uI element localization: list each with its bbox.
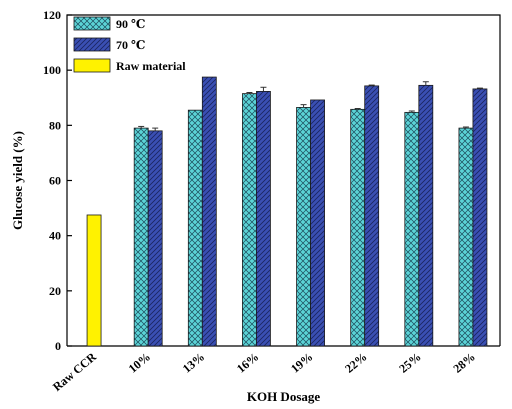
- legend-swatch: [73, 58, 111, 73]
- bar-90c: [458, 127, 474, 347]
- bar-70c: [147, 130, 163, 347]
- x-tick-label: 22%: [342, 350, 369, 376]
- y-tick-label: 0: [55, 339, 61, 353]
- bar-70c: [201, 76, 217, 347]
- y-tick-label: 20: [49, 284, 61, 298]
- legend-swatch: [73, 37, 111, 52]
- legend: 90 ℃ 70 ℃ Raw material: [73, 16, 186, 73]
- y-tick-label: 80: [49, 118, 61, 132]
- bar-70c: [256, 91, 271, 347]
- bar-90c: [242, 93, 257, 347]
- legend-label: 90 ℃: [116, 17, 145, 31]
- bar-70c: [472, 88, 488, 347]
- bar-90c: [350, 108, 366, 347]
- x-tick-label: 19%: [288, 350, 315, 376]
- bar-raw-material: [86, 214, 102, 347]
- x-axis-title: KOH Dosage: [247, 389, 321, 404]
- bar-70c: [310, 99, 325, 347]
- x-tick-label: 28%: [450, 350, 477, 376]
- bars: [86, 76, 488, 347]
- x-tick-label: 13%: [180, 350, 207, 376]
- bar-70c: [364, 85, 380, 347]
- bar-90c: [404, 111, 420, 347]
- y-axis-title: Glucose yield (%): [10, 131, 25, 230]
- legend-label: Raw material: [116, 59, 186, 73]
- x-tick-label: Raw CCR: [50, 349, 99, 394]
- x-tick-label: 10%: [126, 350, 153, 376]
- y-tick-label: 60: [49, 174, 61, 188]
- y-tick-label: 120: [43, 8, 61, 22]
- legend-swatch: [73, 16, 111, 31]
- bar-90c: [187, 109, 203, 347]
- y-tick-label: 100: [43, 63, 61, 77]
- bar-90c: [133, 127, 149, 347]
- y-tick-label: 40: [49, 229, 61, 243]
- bar-90c: [296, 107, 311, 347]
- x-tick-label: 25%: [396, 350, 423, 376]
- x-tick-label: 16%: [234, 350, 261, 376]
- bar-70c: [418, 84, 434, 347]
- legend-label: 70 ℃: [116, 38, 145, 52]
